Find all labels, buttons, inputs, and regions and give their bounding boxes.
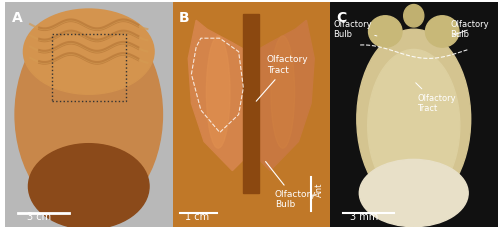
Text: Olfactory
Tract: Olfactory Tract [256, 55, 308, 101]
Bar [52, 34, 126, 101]
Text: C: C [336, 11, 347, 25]
Text: 3 cm: 3 cm [27, 212, 51, 222]
Ellipse shape [368, 16, 402, 47]
Ellipse shape [24, 9, 154, 94]
Text: B: B [179, 11, 190, 25]
Text: Olfactory
Tract: Olfactory Tract [416, 83, 456, 113]
Ellipse shape [404, 5, 424, 27]
Ellipse shape [360, 159, 468, 227]
Text: Olfactory
Bulb: Olfactory Bulb [450, 19, 489, 39]
Ellipse shape [357, 29, 470, 209]
Polygon shape [48, 14, 122, 215]
Text: 3 mm: 3 mm [350, 212, 378, 222]
Polygon shape [188, 20, 248, 171]
Title: Human: Human [64, 0, 114, 2]
Polygon shape [172, 2, 330, 227]
Text: Olfactory
Bulb: Olfactory Bulb [266, 162, 316, 210]
Polygon shape [254, 20, 314, 171]
Polygon shape [330, 2, 498, 227]
Ellipse shape [368, 49, 460, 202]
Text: A: A [12, 11, 22, 25]
Polygon shape [5, 2, 172, 227]
Ellipse shape [28, 144, 149, 229]
Text: Olfactory
Bulb: Olfactory Bulb [334, 19, 377, 39]
Polygon shape [244, 14, 259, 193]
Title: Human (Inset): Human (Inset) [201, 0, 302, 2]
Title: Mouse: Mouse [391, 0, 436, 2]
Text: Ant: Ant [314, 183, 324, 197]
Ellipse shape [15, 11, 163, 218]
Ellipse shape [271, 36, 294, 148]
Ellipse shape [426, 16, 459, 47]
Ellipse shape [206, 36, 230, 148]
Text: 1 cm: 1 cm [185, 212, 209, 222]
